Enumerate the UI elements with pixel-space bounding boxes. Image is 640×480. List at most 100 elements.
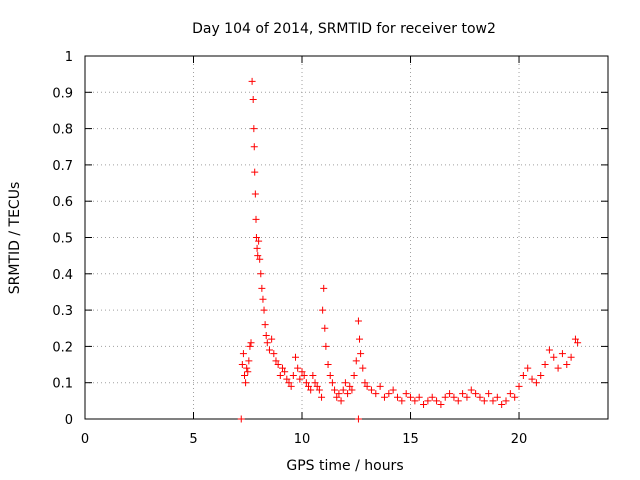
data-point [278, 364, 286, 372]
data-point [298, 368, 306, 376]
data-point [344, 390, 352, 398]
data-point [258, 284, 266, 292]
data-point [545, 346, 553, 354]
data-point [313, 382, 321, 390]
data-point [571, 335, 579, 343]
data-point [311, 379, 319, 387]
data-point [420, 400, 428, 408]
y-tick-label: 0.8 [52, 123, 73, 138]
data-point [318, 393, 326, 401]
data-point [380, 393, 388, 401]
data-point [532, 379, 540, 387]
x-tick-label: 5 [189, 432, 197, 447]
data-point [253, 244, 261, 252]
x-tick-label: 0 [81, 432, 89, 447]
data-point [262, 332, 270, 340]
data-point [339, 386, 347, 394]
data-point [350, 371, 358, 379]
data-point [541, 361, 549, 369]
data-point [424, 397, 432, 405]
data-point [337, 397, 345, 405]
data-point [354, 317, 362, 325]
data-point [446, 390, 454, 398]
x-tick-label: 20 [511, 432, 528, 447]
data-point [296, 375, 304, 383]
data-point [238, 361, 246, 369]
data-point [305, 382, 313, 390]
data-point [320, 284, 328, 292]
x-tick-label: 15 [402, 432, 419, 447]
axis-ticks: 00.10.20.30.40.50.60.70.80.910 5 10 15 20 [52, 50, 608, 447]
data-point [372, 390, 380, 398]
data-point [357, 350, 365, 358]
data-point [398, 397, 406, 405]
data-point [363, 382, 371, 390]
data-point [537, 371, 545, 379]
data-point [574, 339, 582, 347]
data-point [376, 382, 384, 390]
data-point [270, 350, 278, 358]
data-point [554, 364, 562, 372]
y-tick-label: 0.7 [52, 159, 73, 174]
data-point [359, 364, 367, 372]
data-point [321, 324, 329, 332]
data-point [324, 361, 332, 369]
data-point [251, 190, 259, 198]
data-point [437, 400, 445, 408]
data-point [454, 397, 462, 405]
data-point [361, 379, 369, 387]
data-point [467, 386, 475, 394]
data-point [257, 270, 265, 278]
y-tick-label: 0.3 [52, 304, 73, 319]
data-point [247, 339, 255, 347]
data-point [558, 350, 566, 358]
data-point [245, 357, 253, 365]
data-point [276, 371, 284, 379]
data-point [255, 237, 263, 245]
data-point [511, 393, 519, 401]
data-point [393, 393, 401, 401]
data-point [450, 393, 458, 401]
data-point [331, 386, 339, 394]
data-point [328, 379, 336, 387]
data-point [480, 397, 488, 405]
data-point [261, 321, 269, 329]
data-point [433, 397, 441, 405]
data-point [341, 379, 349, 387]
data-point [252, 215, 260, 223]
data-point [528, 375, 536, 383]
data-point [256, 255, 264, 263]
zero-marker [237, 415, 245, 423]
data-point [441, 393, 449, 401]
data-point [248, 77, 256, 85]
data-point [319, 306, 327, 314]
x-axis-label: GPS time / hours [286, 458, 403, 474]
data-points [237, 77, 582, 423]
data-point [415, 393, 423, 401]
data-point [287, 382, 295, 390]
data-point [519, 371, 527, 379]
data-point [309, 371, 317, 379]
data-point [498, 400, 506, 408]
y-tick-label: 0.2 [52, 340, 73, 355]
y-tick-label: 0.1 [52, 377, 73, 392]
data-point [239, 350, 247, 358]
data-point [272, 357, 280, 365]
data-point [252, 234, 260, 241]
y-tick-label: 0.6 [52, 195, 73, 210]
data-point [550, 353, 558, 361]
data-point [493, 393, 501, 401]
y-tick-label: 1 [65, 50, 73, 65]
data-point [263, 339, 271, 347]
data-point [302, 379, 310, 387]
data-point [322, 342, 330, 350]
data-point [285, 379, 293, 387]
data-point [472, 390, 480, 398]
data-point [260, 306, 268, 314]
grid-lines [85, 56, 608, 419]
data-point [300, 371, 308, 379]
data-point [315, 386, 323, 394]
data-point [294, 364, 302, 372]
data-point [515, 382, 523, 390]
